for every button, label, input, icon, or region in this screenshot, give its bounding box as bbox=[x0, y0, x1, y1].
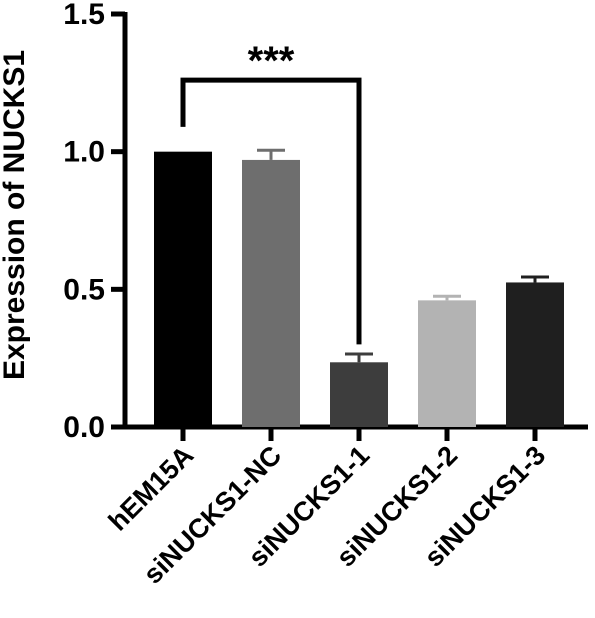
bar bbox=[330, 362, 388, 427]
significance-label: *** bbox=[248, 39, 295, 83]
y-axis-title: Expression of NUCKS1 bbox=[0, 50, 31, 380]
bar bbox=[418, 300, 476, 427]
bar bbox=[506, 282, 564, 427]
y-tick-label: 1.5 bbox=[63, 0, 105, 31]
bar bbox=[154, 151, 212, 427]
y-tick-label: 0.0 bbox=[63, 411, 105, 444]
y-tick-label: 0.5 bbox=[63, 273, 105, 306]
significance-bracket bbox=[180, 77, 362, 345]
bar bbox=[242, 159, 300, 427]
y-tick-label: 1.0 bbox=[63, 136, 105, 169]
